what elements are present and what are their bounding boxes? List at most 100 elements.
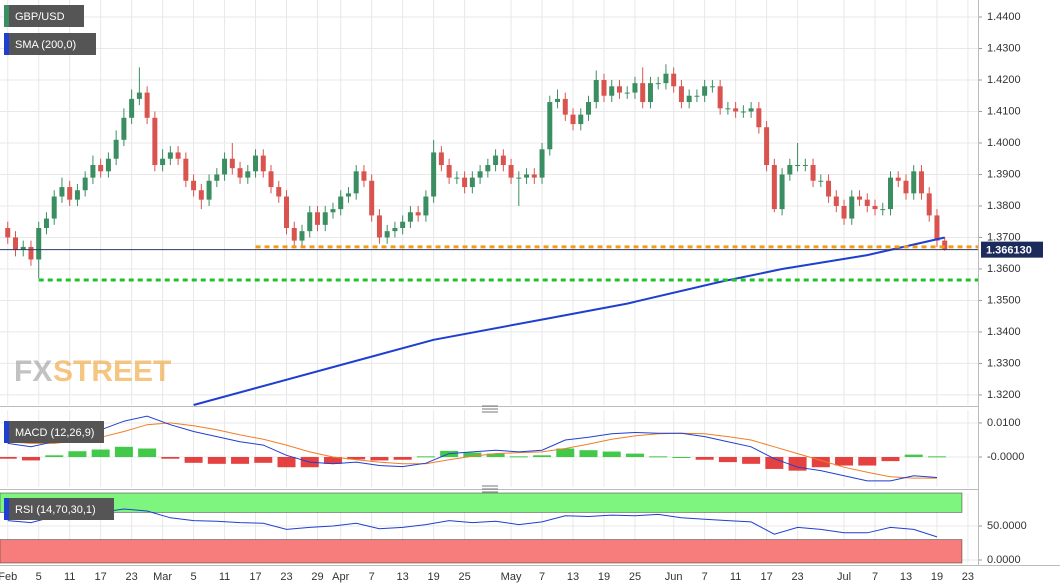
legend-item[interactable]: MACD (12,26,9) <box>4 421 104 443</box>
histogram-bar <box>533 455 552 458</box>
legend-item[interactable]: GBP/USD <box>4 5 84 27</box>
candle-body <box>555 98 561 103</box>
y-tick-label: 1.4100 <box>987 105 1021 117</box>
x-tick-label: Mar <box>153 571 172 583</box>
grid-layer <box>0 0 978 564</box>
histogram-bar <box>323 457 342 464</box>
candle-body <box>307 212 313 232</box>
x-tick-label: 7 <box>872 571 878 583</box>
candle-body <box>423 196 429 216</box>
sma-line <box>193 236 945 406</box>
candle-body <box>632 83 638 93</box>
candle-body <box>415 212 421 216</box>
x-tick-label: 11 <box>730 571 741 583</box>
histogram-bar <box>881 457 900 462</box>
histogram-bar <box>0 457 17 459</box>
x-tick-label: 13 <box>567 571 579 583</box>
histogram-bar <box>625 453 644 458</box>
macd-line <box>7 415 938 482</box>
candle-body <box>547 102 553 150</box>
candle-body <box>833 196 839 206</box>
candle-body <box>229 158 235 169</box>
candle-body <box>407 212 413 222</box>
histogram-bar <box>207 457 226 464</box>
candle-body <box>43 218 49 229</box>
y-tick-label: 0.0100 <box>987 417 1021 429</box>
candle-body <box>826 180 832 197</box>
candle-body <box>400 221 406 229</box>
resize-handle[interactable] <box>482 485 498 493</box>
histogram-bar <box>672 457 691 459</box>
x-tick-label: 13 <box>900 571 912 583</box>
candle-body <box>934 215 940 241</box>
candle-body <box>586 102 592 115</box>
histogram-bar <box>45 455 64 458</box>
candle-body <box>694 95 700 97</box>
legend-label: RSI (14,70,30,1) <box>15 504 96 516</box>
histogram-bar <box>68 451 87 458</box>
y-tick-label: 1.3400 <box>987 326 1021 338</box>
overbought-band <box>0 492 963 513</box>
y-tick-label: 1.4400 <box>987 11 1021 23</box>
candle-body <box>702 86 708 96</box>
candle-body <box>872 205 878 210</box>
histogram-bar <box>463 452 482 458</box>
candle-body <box>67 187 73 200</box>
histogram-bar <box>788 457 807 471</box>
watermark: STREET <box>53 355 171 388</box>
candle-body <box>795 165 801 167</box>
candle-body <box>214 174 220 181</box>
candle-body <box>787 165 793 175</box>
candle-body <box>903 180 909 194</box>
signal-line <box>7 422 937 479</box>
x-tick-label: 7 <box>702 571 708 583</box>
candle-body <box>284 196 290 229</box>
legend-box <box>4 5 84 27</box>
candle-body <box>647 83 653 103</box>
candle-body <box>260 155 266 172</box>
legend-label: GBP/USD <box>15 11 65 23</box>
legend-label: SMA (200,0) <box>15 39 76 51</box>
resize-handle[interactable] <box>482 405 498 413</box>
candle-body <box>771 165 777 210</box>
histogram-bar <box>927 456 946 458</box>
histogram-bar <box>370 457 389 461</box>
x-tick-label: 23 <box>126 571 138 583</box>
histogram-bar <box>602 451 621 458</box>
x-tick-label: 23 <box>962 571 974 583</box>
candle-body <box>911 171 917 194</box>
candle-body <box>183 158 189 181</box>
legend-item[interactable]: RSI (14,70,30,1) <box>4 498 114 520</box>
x-tick-label: 17 <box>249 571 261 583</box>
candle-body <box>268 171 274 188</box>
candle-body <box>198 190 204 200</box>
candle-body <box>663 73 669 84</box>
candle-body <box>918 171 924 194</box>
x-tick-label: 5 <box>191 571 197 583</box>
x-tick-label: Jun <box>665 571 683 583</box>
candle-body <box>857 196 863 200</box>
legend-label: MACD (12,26,9) <box>15 427 94 439</box>
y-tick-label: 1.3700 <box>987 231 1021 243</box>
candle-body <box>531 174 537 178</box>
candle-body <box>640 83 646 103</box>
x-tick-label: 19 <box>931 571 943 583</box>
candle-body <box>431 152 437 197</box>
candle-body <box>338 196 344 210</box>
candle-body <box>392 228 398 232</box>
histogram-bar <box>742 457 761 464</box>
candle-body <box>524 174 530 178</box>
candle-body <box>136 92 142 99</box>
x-tick-label: 5 <box>36 571 42 583</box>
x-tick-label: Apr <box>332 571 349 583</box>
legend-swatch <box>4 421 9 443</box>
y-tick-label: -0.0000 <box>987 451 1024 463</box>
candle-body <box>438 152 444 166</box>
legend-item[interactable]: SMA (200,0) <box>4 33 96 55</box>
candle-body <box>20 246 26 251</box>
candle-body <box>601 79 607 96</box>
x-tick-label: 19 <box>428 571 440 583</box>
histogram-bar <box>91 449 110 458</box>
candle-body <box>733 108 739 112</box>
